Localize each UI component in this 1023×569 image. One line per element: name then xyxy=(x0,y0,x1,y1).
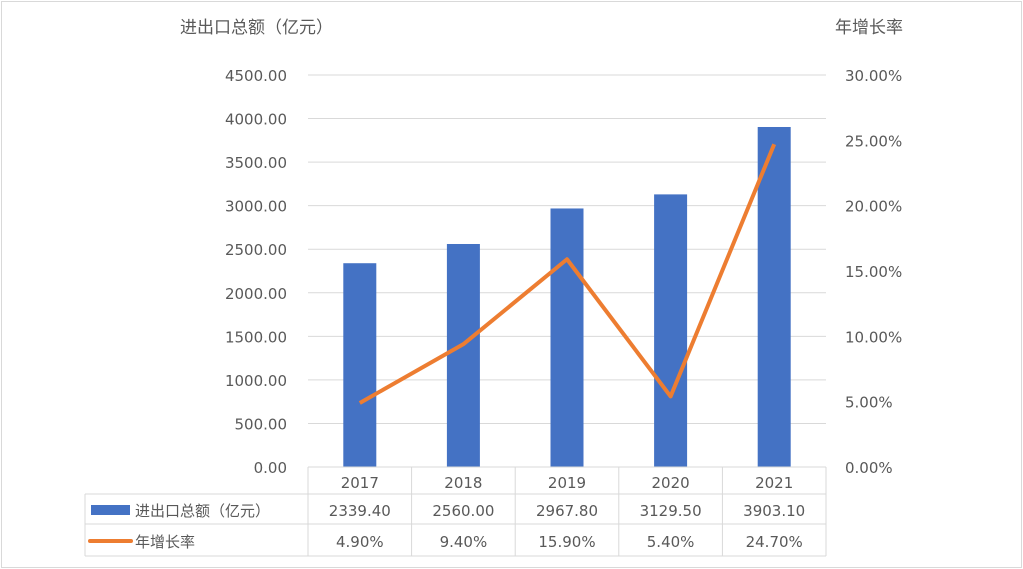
left-tick-label: 4000.00 xyxy=(225,111,287,129)
right-tick-label: 30.00% xyxy=(845,67,902,85)
table-cell-rate: 9.40% xyxy=(440,533,488,551)
right-tick-label: 20.00% xyxy=(845,198,902,216)
left-axis-title: 进出口总额（亿元） xyxy=(180,18,333,38)
bar-2017 xyxy=(343,263,377,467)
table-cell-amount: 2560.00 xyxy=(432,502,494,520)
category-label: 2020 xyxy=(652,474,690,492)
right-tick-label: 5.00% xyxy=(845,394,893,412)
right-tick-label: 25.00% xyxy=(845,132,902,150)
legend-bar-key xyxy=(91,505,130,515)
left-tick-label: 3500.00 xyxy=(225,154,287,172)
right-tick-label: 0.00% xyxy=(845,459,893,477)
category-label: 2018 xyxy=(444,474,482,492)
bar-2018 xyxy=(446,243,480,467)
left-tick-label: 3000.00 xyxy=(225,198,287,216)
table-cell-amount: 3129.50 xyxy=(640,502,702,520)
table-cell-amount: 2967.80 xyxy=(536,502,598,520)
category-label: 2021 xyxy=(755,474,793,492)
left-tick-label: 500.00 xyxy=(235,415,288,433)
table-cell-rate: 4.90% xyxy=(336,533,384,551)
legend-line-label: 年增长率 xyxy=(135,533,195,551)
left-tick-label: 1000.00 xyxy=(225,372,287,390)
category-label: 2017 xyxy=(341,474,379,492)
bar-2019 xyxy=(550,208,584,467)
right-tick-label: 10.00% xyxy=(845,328,902,346)
category-label: 2019 xyxy=(548,474,586,492)
table-cell-rate: 24.70% xyxy=(746,533,803,551)
left-tick-label: 4500.00 xyxy=(225,67,287,85)
bar-2021 xyxy=(757,126,791,468)
left-tick-label: 1500.00 xyxy=(225,328,287,346)
table-cell-rate: 5.40% xyxy=(647,533,695,551)
right-tick-label: 15.00% xyxy=(845,263,902,281)
table-cell-amount: 3903.10 xyxy=(743,502,805,520)
right-axis-title: 年增长率 xyxy=(835,18,903,38)
table-cell-amount: 2339.40 xyxy=(329,502,391,520)
legend-bar-label: 进出口总额（亿元） xyxy=(135,502,270,520)
left-tick-label: 2000.00 xyxy=(225,285,287,303)
table-cell-rate: 15.90% xyxy=(538,533,595,551)
left-tick-label: 0.00 xyxy=(254,459,287,477)
bar-2020 xyxy=(654,194,688,467)
left-tick-label: 2500.00 xyxy=(225,241,287,259)
